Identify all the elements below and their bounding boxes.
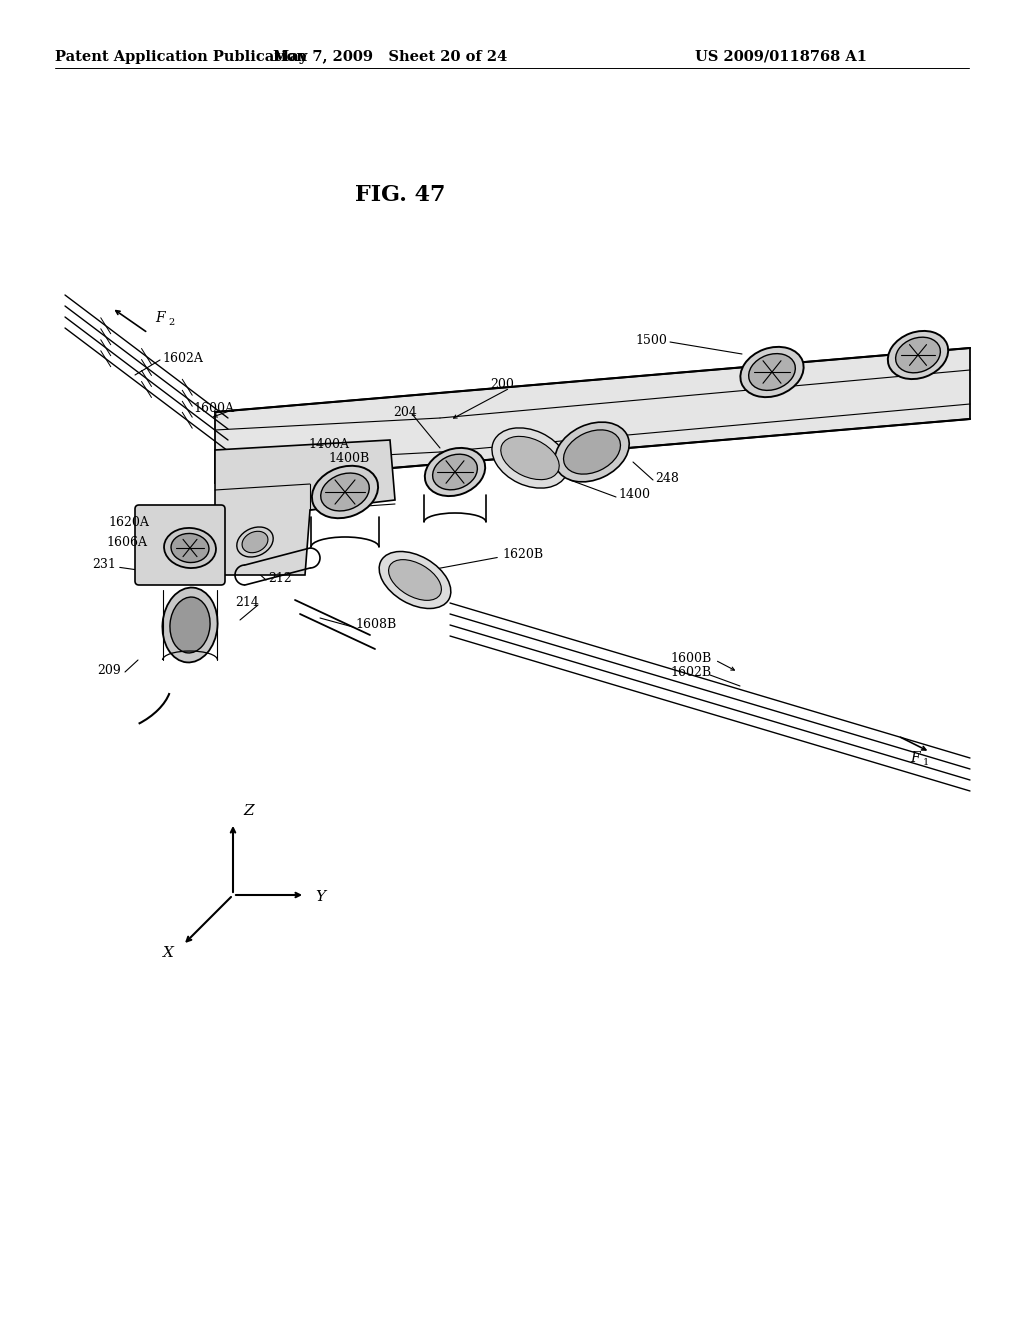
Ellipse shape <box>237 527 273 557</box>
FancyBboxPatch shape <box>135 506 225 585</box>
Ellipse shape <box>321 473 370 511</box>
Polygon shape <box>215 348 970 483</box>
Text: 209: 209 <box>97 664 121 676</box>
Text: 1600A: 1600A <box>193 401 234 414</box>
Text: 248: 248 <box>655 471 679 484</box>
Text: Z: Z <box>243 804 254 818</box>
Text: US 2009/0118768 A1: US 2009/0118768 A1 <box>695 50 867 63</box>
Ellipse shape <box>432 454 477 490</box>
Text: 214: 214 <box>234 597 259 610</box>
Ellipse shape <box>171 533 209 562</box>
Text: 1620A: 1620A <box>108 516 148 529</box>
Text: 1608B: 1608B <box>355 619 396 631</box>
Polygon shape <box>215 440 395 576</box>
Text: 1606A: 1606A <box>106 536 147 549</box>
Text: 1: 1 <box>923 758 929 767</box>
Text: X: X <box>163 946 174 960</box>
Ellipse shape <box>379 552 451 609</box>
Text: FIG. 47: FIG. 47 <box>354 183 445 206</box>
Text: 231: 231 <box>92 558 116 572</box>
Ellipse shape <box>312 466 378 519</box>
Ellipse shape <box>740 347 804 397</box>
Ellipse shape <box>242 531 268 553</box>
Text: 1620B: 1620B <box>502 549 543 561</box>
Text: 2: 2 <box>168 318 174 327</box>
Text: 212: 212 <box>268 572 292 585</box>
Ellipse shape <box>163 587 217 663</box>
Text: 1400A: 1400A <box>308 438 349 451</box>
Ellipse shape <box>896 337 940 372</box>
Text: 1500: 1500 <box>635 334 667 346</box>
Ellipse shape <box>492 428 568 488</box>
Ellipse shape <box>749 354 796 391</box>
Ellipse shape <box>888 331 948 379</box>
Ellipse shape <box>170 597 210 653</box>
Text: 200: 200 <box>490 379 514 392</box>
Ellipse shape <box>425 447 485 496</box>
Text: 1600B: 1600B <box>670 652 712 664</box>
Ellipse shape <box>501 437 559 479</box>
Text: 1400: 1400 <box>618 488 650 502</box>
Text: F: F <box>155 312 165 325</box>
Text: 1602B: 1602B <box>670 667 711 680</box>
Text: 204: 204 <box>393 405 417 418</box>
Text: F: F <box>910 751 920 766</box>
Ellipse shape <box>563 430 621 474</box>
Ellipse shape <box>388 560 441 601</box>
Text: Patent Application Publication: Patent Application Publication <box>55 50 307 63</box>
Text: May 7, 2009   Sheet 20 of 24: May 7, 2009 Sheet 20 of 24 <box>272 50 507 63</box>
Ellipse shape <box>164 528 216 568</box>
Text: 1602A: 1602A <box>162 351 203 364</box>
Ellipse shape <box>555 422 629 482</box>
Text: Y: Y <box>315 890 326 904</box>
Text: 1400B: 1400B <box>328 451 370 465</box>
